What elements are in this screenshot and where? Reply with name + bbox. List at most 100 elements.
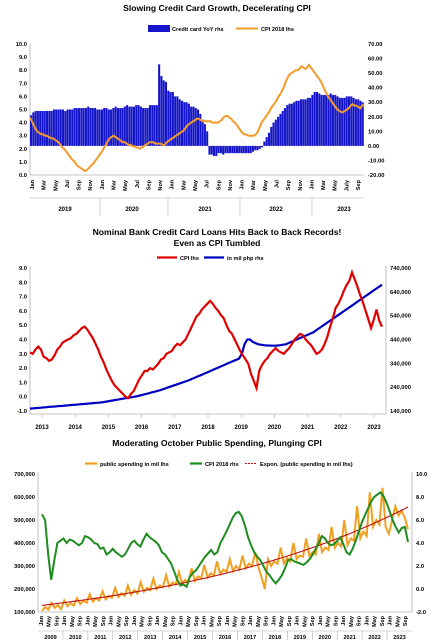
chart-3-right-tick-label: -2.0 — [416, 610, 426, 616]
chart-1-bar — [105, 108, 108, 146]
chart-1-month-label: Jan — [30, 179, 36, 189]
chart-3-right-tick-label: 10.0 — [416, 472, 427, 478]
chart-3-month-label: Jan — [318, 615, 324, 625]
chart-3-left-tick-label: 600,000 — [14, 495, 35, 501]
chart-1-bar — [304, 99, 307, 146]
chart-2-right-tick-label: 640,000 — [390, 290, 411, 296]
chart-1-month-label: Mar — [321, 179, 327, 190]
chart-2-left-tick-label: 8.0 — [19, 280, 27, 286]
chart-2-year-label: 2023 — [367, 425, 381, 431]
chart-2: Nominal Bank Credit Card Loans Hits Back… — [17, 227, 411, 431]
chart-1-month-label: Nov — [228, 179, 234, 190]
chart-3-year-label: 2017 — [244, 635, 256, 640]
chart-1-left-tick-label: 8.0 — [19, 68, 27, 74]
chart-1-left-tick-label: 9.0 — [19, 55, 27, 61]
chart-1-left-tick-label: 2.0 — [19, 147, 27, 153]
chart-3-left-tick-label: 300,000 — [14, 564, 35, 570]
chart-1-right-tick-label: 70.00 — [368, 42, 383, 48]
chart-2-year-label: 2021 — [301, 425, 315, 431]
chart-1-bar — [57, 109, 60, 146]
chart-3-left-ticks: 700,000 600,000 500,000 400,000 300,000 200,0… — [14, 472, 35, 616]
chart-1-right-ticks: 70.00 60.00 50.00 40.00 30.00 20.00 10.00 0.00 -… — [368, 42, 384, 179]
chart-1-month-label: Jul — [205, 180, 211, 189]
chart-1-bar — [123, 106, 126, 146]
chart-1-left-tick-label: 3.0 — [19, 134, 27, 140]
chart-1-left-tick-label: 1.0 — [19, 160, 27, 166]
chart-2-year-label: 2016 — [135, 425, 149, 431]
chart-2-year-labels: 2013 2014 2015 2016 2017 2018 2019 2020 2021 2022… — [35, 414, 381, 431]
chart-1-bar — [183, 102, 186, 146]
chart-3-month-label: Jan — [341, 615, 347, 625]
chart-1-bar — [247, 145, 250, 154]
chart-1-left-ticks: 0.0 1.0 2.0 3.0 4.0 5.0 6.0 7.0 8.0 9.0 10.0 — [16, 42, 27, 179]
chart-1-bar — [119, 108, 122, 146]
chart-1-bar — [98, 109, 101, 146]
chart-1-bar — [103, 108, 106, 146]
chart-1-bar — [62, 109, 65, 146]
chart-1-bar — [279, 113, 282, 146]
chart-2-right-tick-label: 140,000 — [390, 409, 411, 415]
chart-3-year-label: 2015 — [194, 635, 206, 640]
chart-1-bar — [336, 96, 339, 146]
chart-1-bar — [240, 145, 243, 154]
chart-3-left-tick-label: 700,000 — [14, 472, 35, 478]
chart-1-month-label: Nov — [298, 179, 304, 190]
chart-1-cpi-line — [29, 63, 365, 173]
chart-3-left-tick-label: 400,000 — [14, 541, 35, 547]
chart-1-month-label: Jul — [135, 180, 141, 189]
chart-1-bar — [306, 97, 309, 146]
chart-3-spending-line — [41, 487, 409, 612]
chart-1-bar — [299, 99, 303, 146]
chart-1-bar — [309, 97, 312, 146]
chart-3-year-label: 2021 — [343, 635, 355, 640]
chart-1-bar — [39, 110, 42, 146]
chart-3-month-label: May — [93, 615, 99, 627]
chart-3-right-tick-label: 4.0 — [416, 541, 424, 547]
chart-3-trend-line — [41, 506, 409, 606]
chart-1-bar — [46, 110, 49, 146]
chart-1-bar — [297, 100, 300, 146]
chart-1-bar — [302, 99, 305, 146]
chart-1-bar — [270, 126, 273, 146]
chart-1-bar — [231, 145, 234, 154]
chart-1-bar — [164, 81, 168, 146]
chart-1-right-tick-label: 50.00 — [368, 71, 383, 77]
chart-3-left-tick-label: 500,000 — [14, 518, 35, 524]
chart-1-bar — [80, 108, 83, 146]
chart-1-month-label: July — [344, 179, 350, 191]
chart-1-year-labels: 2019 2020 2021 2022 2023 — [58, 198, 351, 216]
chart-1-bar — [325, 94, 328, 146]
chart-1-bar — [176, 96, 179, 146]
chart-3-month-label: May — [279, 615, 285, 627]
chart-1-year-label: 2020 — [125, 207, 139, 213]
chart-1-bar — [192, 106, 195, 146]
chart-1-month-label: May — [123, 179, 129, 191]
chart-1-bar — [210, 145, 213, 155]
chart-1-bar — [167, 90, 170, 146]
chart-1-bar — [55, 109, 58, 146]
chart-3-month-label: Sep — [217, 615, 223, 626]
chart-3-month-label: Sep — [287, 615, 293, 626]
chart-1-bar — [222, 145, 225, 155]
chart-1-bar — [100, 109, 103, 146]
chart-1-bar — [315, 92, 319, 146]
chart-1-bar — [87, 106, 90, 146]
chart-1-bar — [245, 145, 248, 154]
chart-1-bar — [128, 106, 131, 146]
chart-1-bar — [75, 108, 78, 146]
chart-1-bar — [322, 94, 325, 146]
chart-3-month-label: May — [186, 615, 192, 627]
chart-2-loans-line — [29, 283, 383, 410]
chart-1-bar — [233, 145, 236, 154]
chart-1-bar — [180, 100, 184, 146]
chart-1-bar — [295, 100, 298, 146]
chart-1-bar — [59, 109, 62, 146]
chart-1-bar — [142, 108, 145, 146]
chart-3-month-label: Jan — [271, 615, 277, 625]
chart-2-year-label: 2013 — [35, 425, 49, 431]
chart-3-month-label: May — [256, 615, 262, 627]
chart-1-month-label: May — [53, 179, 59, 191]
chart-1-bar — [242, 145, 245, 154]
chart-3-month-label: May — [233, 615, 239, 627]
chart-1-month-label: Sep — [216, 179, 222, 190]
